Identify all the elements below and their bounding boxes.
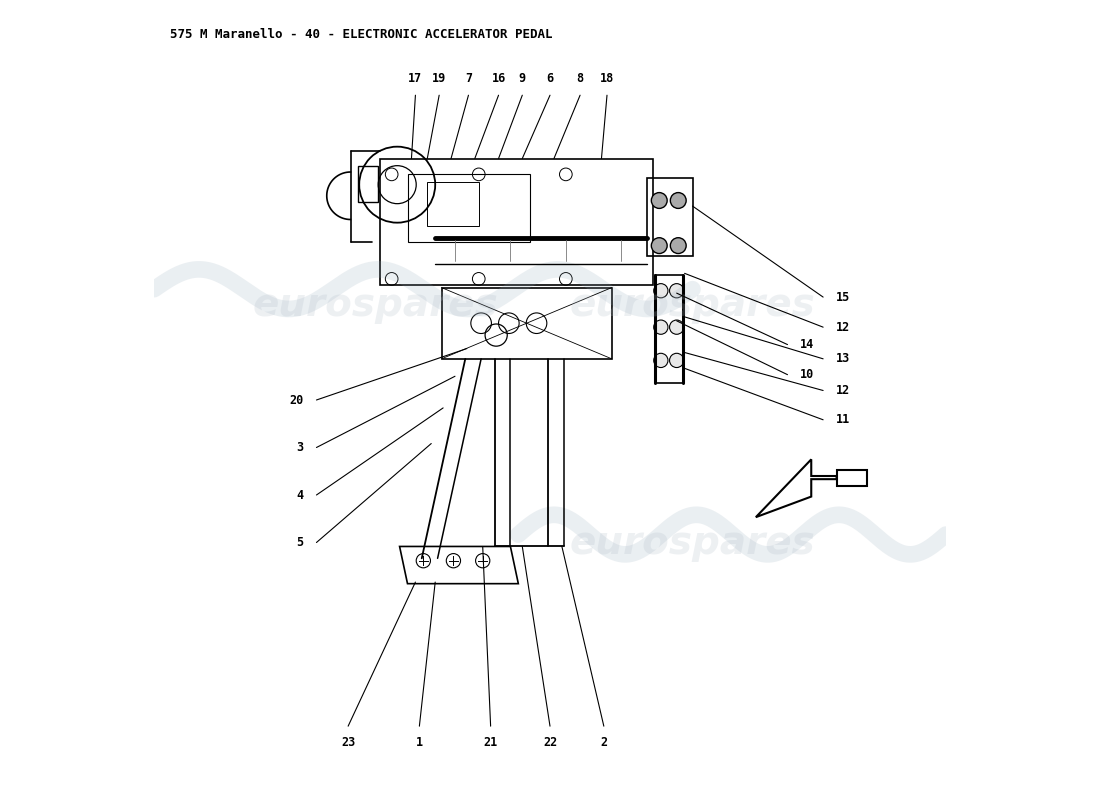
Text: 15: 15: [836, 290, 850, 303]
Text: 23: 23: [341, 737, 355, 750]
Circle shape: [653, 354, 668, 367]
Text: 10: 10: [800, 368, 814, 381]
Circle shape: [651, 238, 668, 254]
Text: eurospares: eurospares: [253, 286, 498, 324]
Text: 2: 2: [601, 737, 607, 750]
Text: eurospares: eurospares: [570, 286, 815, 324]
Text: 11: 11: [836, 414, 850, 426]
Circle shape: [670, 320, 684, 334]
Text: 4: 4: [297, 489, 304, 502]
Polygon shape: [837, 470, 867, 486]
Text: 18: 18: [600, 72, 614, 85]
Text: 19: 19: [432, 72, 447, 85]
Text: 5: 5: [297, 536, 304, 549]
Circle shape: [670, 284, 684, 298]
Bar: [648, 178, 693, 256]
Bar: [407, 174, 530, 242]
Text: 22: 22: [543, 737, 557, 750]
Bar: [379, 158, 653, 286]
Bar: [441, 287, 612, 359]
Text: 13: 13: [836, 352, 850, 366]
Text: 6: 6: [547, 72, 553, 85]
Text: 12: 12: [836, 384, 850, 397]
Circle shape: [653, 320, 668, 334]
Text: 20: 20: [289, 394, 304, 406]
Text: 16: 16: [492, 72, 506, 85]
Text: 12: 12: [836, 321, 850, 334]
Polygon shape: [756, 459, 837, 517]
Bar: [359, 166, 378, 202]
Text: 17: 17: [408, 72, 422, 85]
Text: 1: 1: [416, 737, 422, 750]
Circle shape: [653, 284, 668, 298]
Text: 7: 7: [465, 72, 472, 85]
Text: 8: 8: [576, 72, 584, 85]
Text: 575 M Maranello - 40 - ELECTRONIC ACCELERATOR PEDAL: 575 M Maranello - 40 - ELECTRONIC ACCELE…: [170, 28, 552, 41]
Text: 3: 3: [297, 441, 304, 454]
Circle shape: [670, 354, 684, 367]
Circle shape: [651, 193, 668, 209]
Text: eurospares: eurospares: [570, 523, 815, 562]
Circle shape: [670, 193, 686, 209]
Bar: [427, 182, 478, 226]
Text: 21: 21: [484, 737, 497, 750]
Circle shape: [670, 238, 686, 254]
Text: 9: 9: [519, 72, 526, 85]
Text: 14: 14: [800, 338, 814, 351]
